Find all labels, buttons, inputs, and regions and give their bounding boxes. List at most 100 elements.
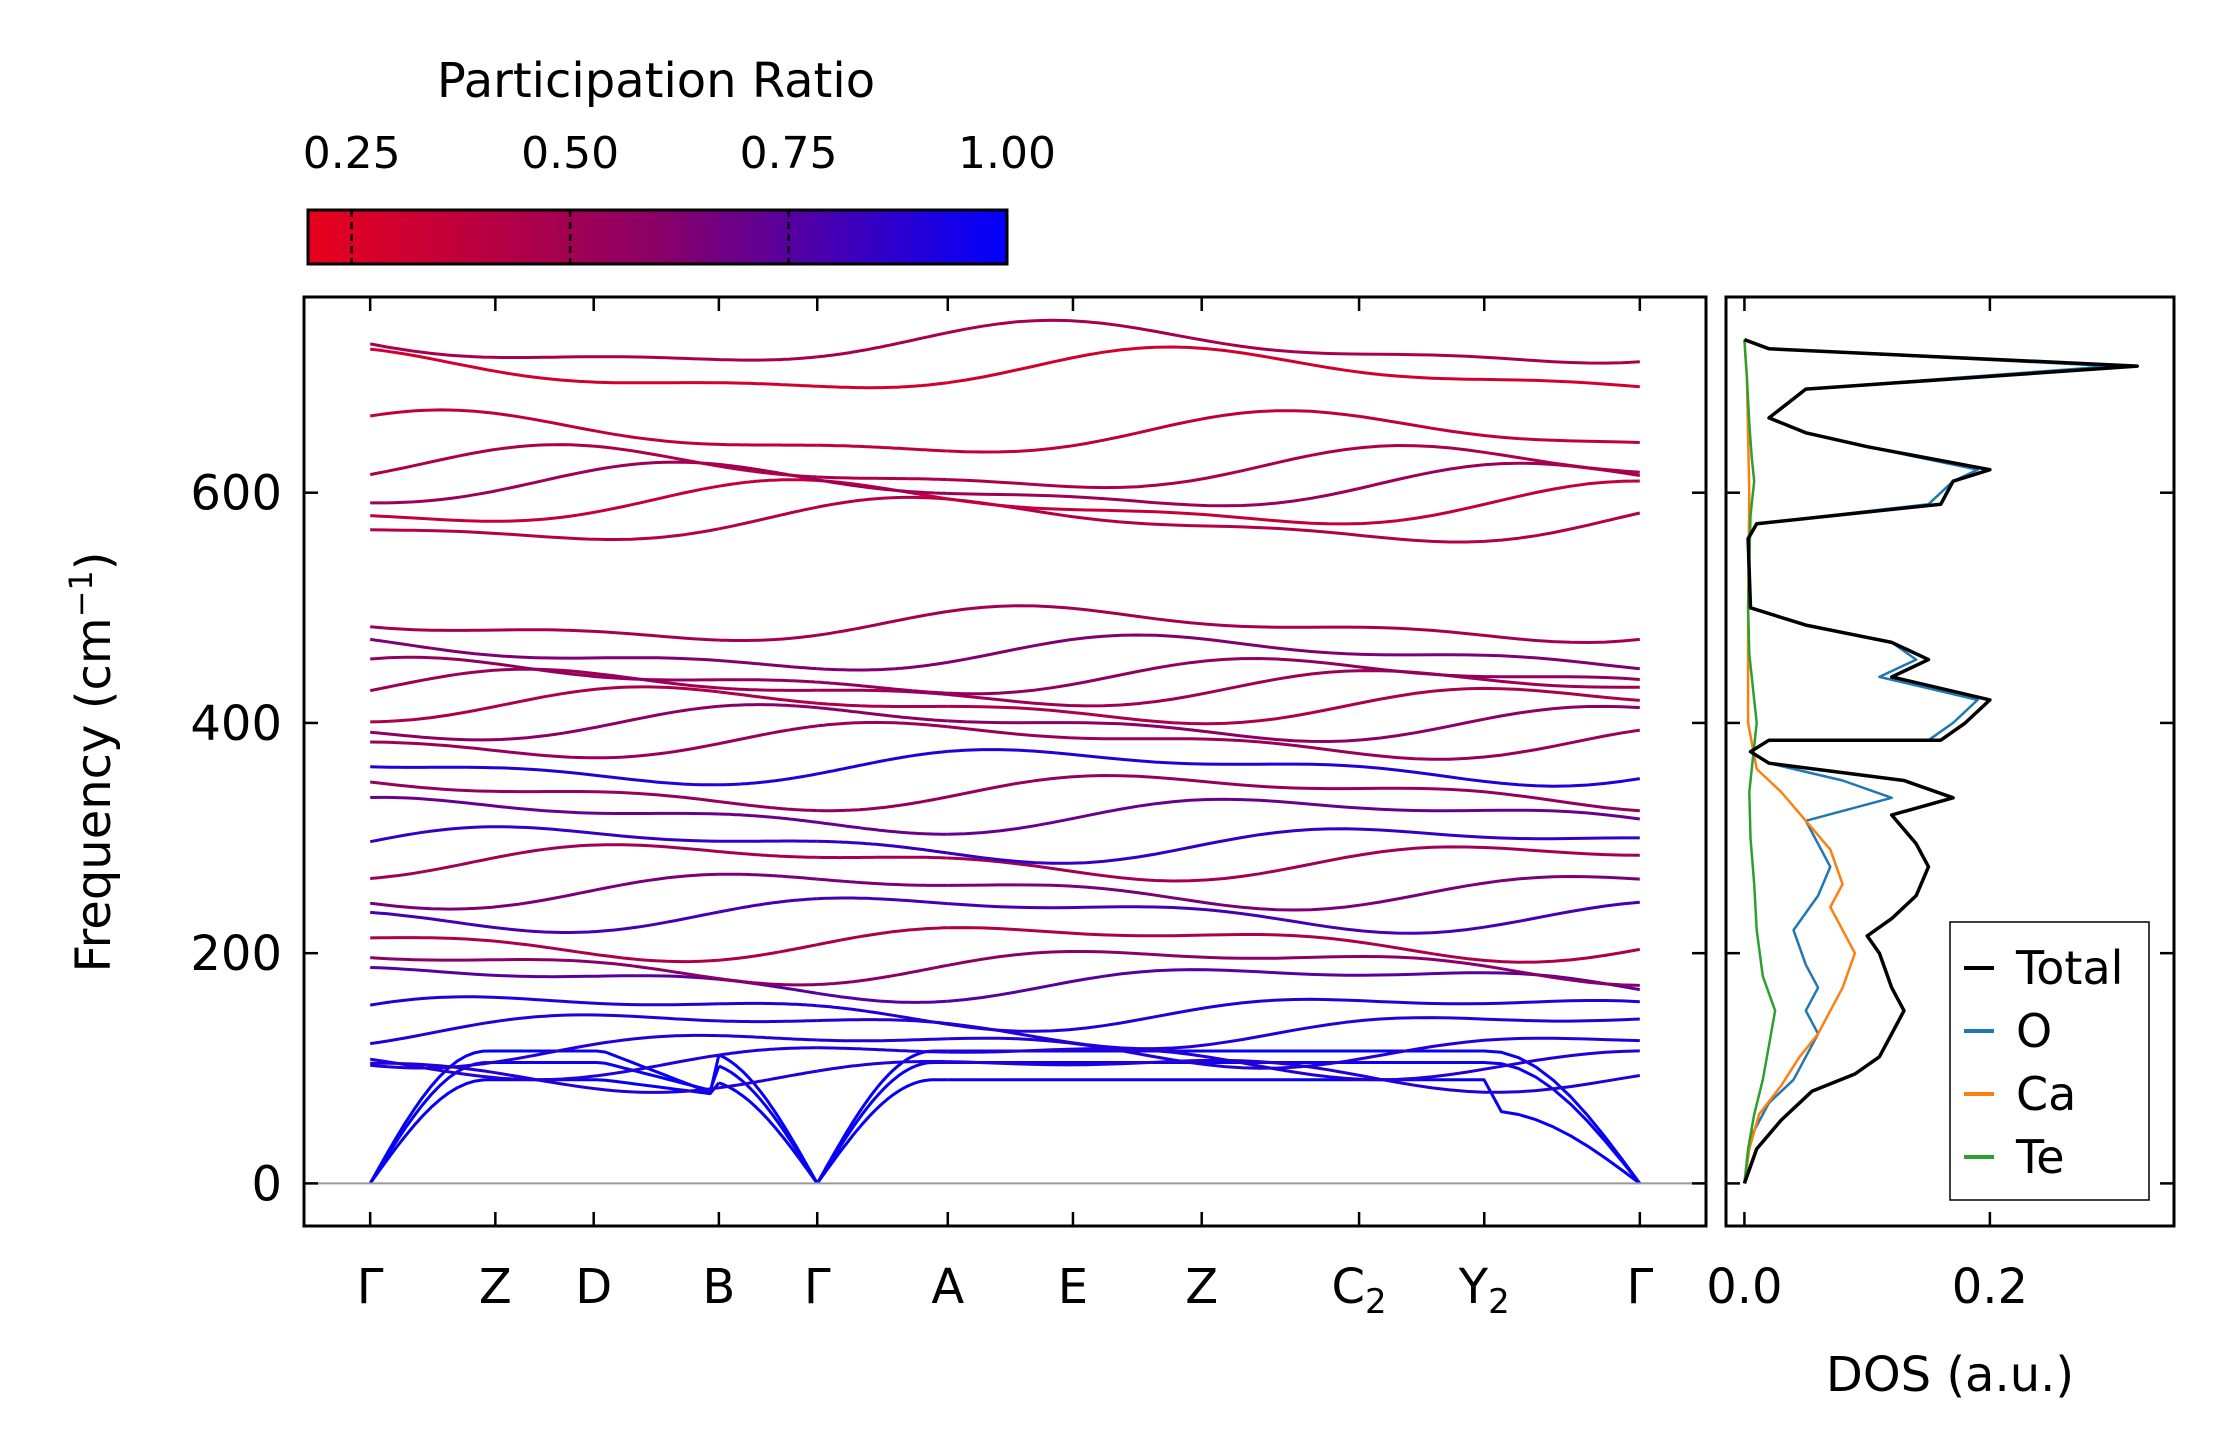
phonon-band: [718, 1046, 818, 1057]
phonon-band: [947, 797, 1640, 836]
phonon-band: [370, 872, 719, 911]
phonon-band: [370, 460, 720, 505]
phonon-band: [718, 633, 818, 642]
phonon-band: [817, 706, 948, 723]
dos-x-tick-label: 0.2: [1952, 1259, 2028, 1315]
phonon-band: [947, 461, 1641, 508]
phonon-band: [370, 1033, 719, 1070]
phonon-band: [947, 704, 1640, 743]
frequency-axis-title: Frequency (cm−1): [62, 551, 122, 972]
phonon-band: [370, 780, 720, 804]
dos-x-tick-label: 0.0: [1706, 1259, 1782, 1315]
phonon-band: [817, 839, 949, 855]
phonon-band: [947, 409, 1640, 454]
phonon-band: [718, 442, 818, 447]
phonon-band: [947, 827, 1640, 865]
phonon-band: [718, 724, 818, 746]
phonon-band: [815, 1049, 948, 1185]
phonon-band: [718, 1019, 818, 1024]
legend-label: Te: [2015, 1130, 2065, 1184]
phonon-band: [369, 408, 719, 446]
phonon-band: [718, 703, 818, 710]
phonon-band: [947, 686, 1640, 726]
phonon-band: [718, 1081, 819, 1185]
frequency-ticks: 0 200 400 600: [190, 466, 1706, 1212]
phonon-band: [816, 749, 948, 776]
kpath-label: E: [1058, 1259, 1088, 1315]
phonon-band: [370, 765, 719, 787]
phonon-band: [718, 678, 818, 684]
phonon-band: [816, 926, 948, 947]
phonon-band: [817, 660, 949, 672]
phonon-band: [817, 963, 949, 986]
phonon-band: [947, 1047, 1640, 1082]
phonon-band: [370, 625, 719, 642]
phonon-band: [816, 495, 948, 509]
phonon-band: [718, 355, 818, 362]
phonon-band: [817, 1037, 948, 1043]
dos-series-total: [1742, 337, 2139, 1184]
kpath-ticks: Γ Z D B Γ A E Z C2 Y2 Γ: [357, 297, 1653, 1322]
kpath-label: D: [575, 1259, 612, 1315]
phonon-band: [370, 795, 719, 816]
phonon-band: [947, 875, 1640, 912]
kpath-label: Γ: [804, 1259, 831, 1315]
phonon-band: [817, 680, 948, 695]
phonon-band: [718, 977, 818, 987]
phonon-band: [718, 690, 818, 705]
phonon-band: [815, 1078, 948, 1185]
kpath-label: Z: [479, 1259, 512, 1315]
phonon-band: [947, 633, 1640, 671]
phonon-band: [817, 381, 948, 390]
y-tick-label: 0: [251, 1156, 282, 1212]
phonon-band: [947, 497, 1641, 544]
phonon-band: [369, 1013, 719, 1046]
dos-series-te: [1743, 339, 1777, 1184]
phonon-band: [817, 720, 948, 729]
phonon-band: [816, 478, 948, 495]
dos-ticks: 0.0 0.2: [1706, 297, 2174, 1315]
y-tick-label: 200: [190, 926, 282, 982]
phonon-band: [718, 505, 818, 531]
band-lines: [368, 318, 1642, 1185]
phonon-band: [718, 772, 818, 787]
kpath-label: Γ: [357, 1259, 384, 1315]
phonon-band: [718, 812, 818, 824]
phonon-band: [368, 1049, 721, 1185]
phonon-band: [947, 1061, 1641, 1185]
phonon-band: [718, 686, 818, 692]
phonon-band: [369, 342, 719, 362]
phonon-band: [718, 897, 818, 914]
phonon-band: [947, 950, 1640, 987]
phonon-band: [947, 725, 1641, 761]
phonon-band: [947, 997, 1640, 1033]
phonon-band: [718, 872, 818, 881]
phonon-band: [947, 318, 1640, 365]
phonon-band: [815, 1061, 948, 1185]
phonon-band: [369, 637, 720, 662]
phonon-band: [370, 956, 720, 981]
y-tick-label: 400: [190, 696, 282, 752]
phonon-band: [718, 850, 818, 859]
kpath-label: A: [931, 1259, 964, 1315]
phonon-band: [817, 795, 949, 813]
phonon-band: [817, 701, 948, 708]
phonon-band: [370, 704, 720, 742]
colorbar: Participation Ratio 0.25 0.50 0.75 1.00: [303, 53, 1056, 266]
phonon-band: [369, 825, 719, 844]
kpath-label: Z: [1185, 1259, 1218, 1315]
phonon-band: [370, 936, 720, 964]
phonon-band: [947, 900, 1640, 935]
phonon-band: [718, 478, 818, 488]
phonon-band: [369, 995, 719, 1007]
phonon-band: [718, 1064, 819, 1185]
phonon-band: [947, 845, 1640, 883]
phonon-band: [370, 347, 719, 385]
phonon-band: [370, 685, 720, 724]
kpath-label: C2: [1331, 1259, 1386, 1322]
phonon-band: [947, 345, 1640, 389]
phonon-band: [817, 820, 948, 836]
phonon-band: [718, 464, 818, 479]
phonon-band: [817, 877, 948, 887]
